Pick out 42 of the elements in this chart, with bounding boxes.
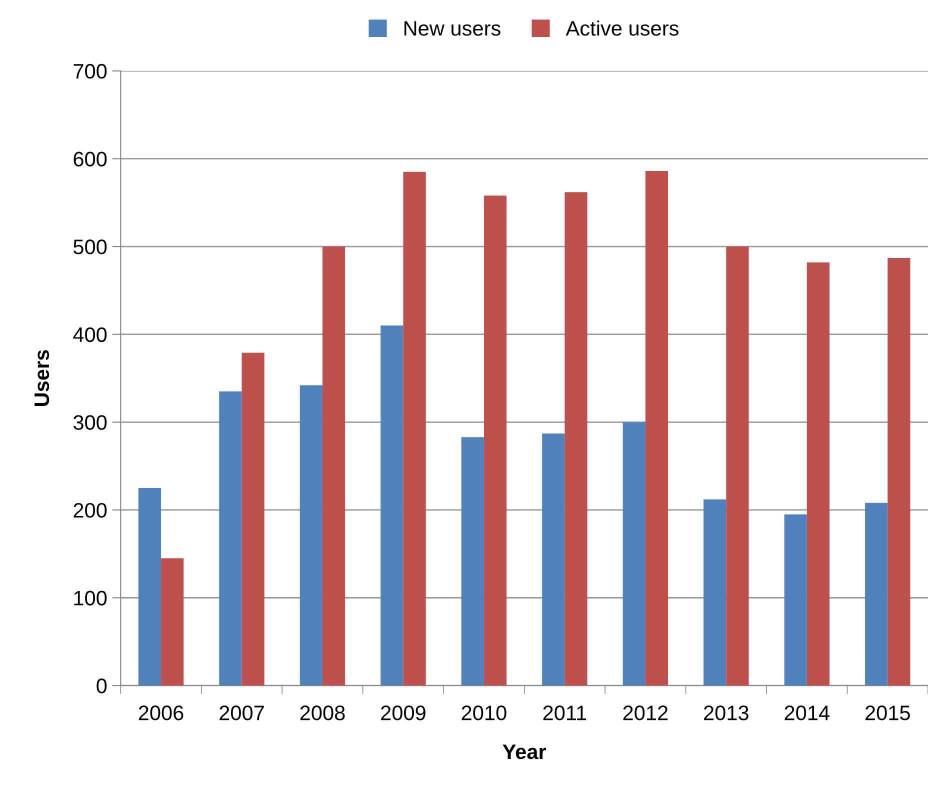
bar [806,262,830,686]
legend-label: New users [404,21,500,36]
legend-label: Active users [566,20,678,36]
bar [622,422,646,686]
bar [380,326,404,686]
bar [161,558,184,686]
x-tick-label: 2009 [381,706,426,720]
bar [403,172,426,686]
x-tick-label: 2011 [543,706,586,720]
bar [564,192,588,686]
x-tick-label: 2015 [866,706,910,720]
bar [784,514,807,686]
x-axis-title: Year [502,744,546,760]
y-axis-title: Users [34,350,50,406]
bar [542,434,565,686]
x-tick-label: 2012 [623,706,668,720]
bar [138,488,162,686]
y-tick-label: 0 [96,678,107,694]
bar [888,258,910,686]
bar [242,352,264,686]
y-tick-label: 400 [73,327,107,342]
bar [865,502,888,686]
x-tick-label: 2013 [704,706,748,720]
y-tick-label: 300 [73,415,107,430]
y-tick-label: 100 [74,590,107,606]
y-tick-label: 700 [74,64,107,79]
x-tick-label: 2014 [784,706,830,720]
y-tick-label: 500 [74,240,107,254]
x-tick-label: 2010 [462,706,506,720]
bar [300,385,322,686]
x-tick-label: 2006 [138,706,184,720]
y-tick-label: 200 [74,502,107,518]
y-tick-label: 600 [74,152,107,166]
bar [461,437,484,686]
bar [219,391,242,686]
bar [645,171,668,686]
bar [726,246,749,686]
bar [704,499,726,686]
bar [322,246,346,686]
x-tick-label: 2007 [220,706,264,720]
x-tick-label: 2008 [300,706,345,720]
bar [484,196,507,686]
